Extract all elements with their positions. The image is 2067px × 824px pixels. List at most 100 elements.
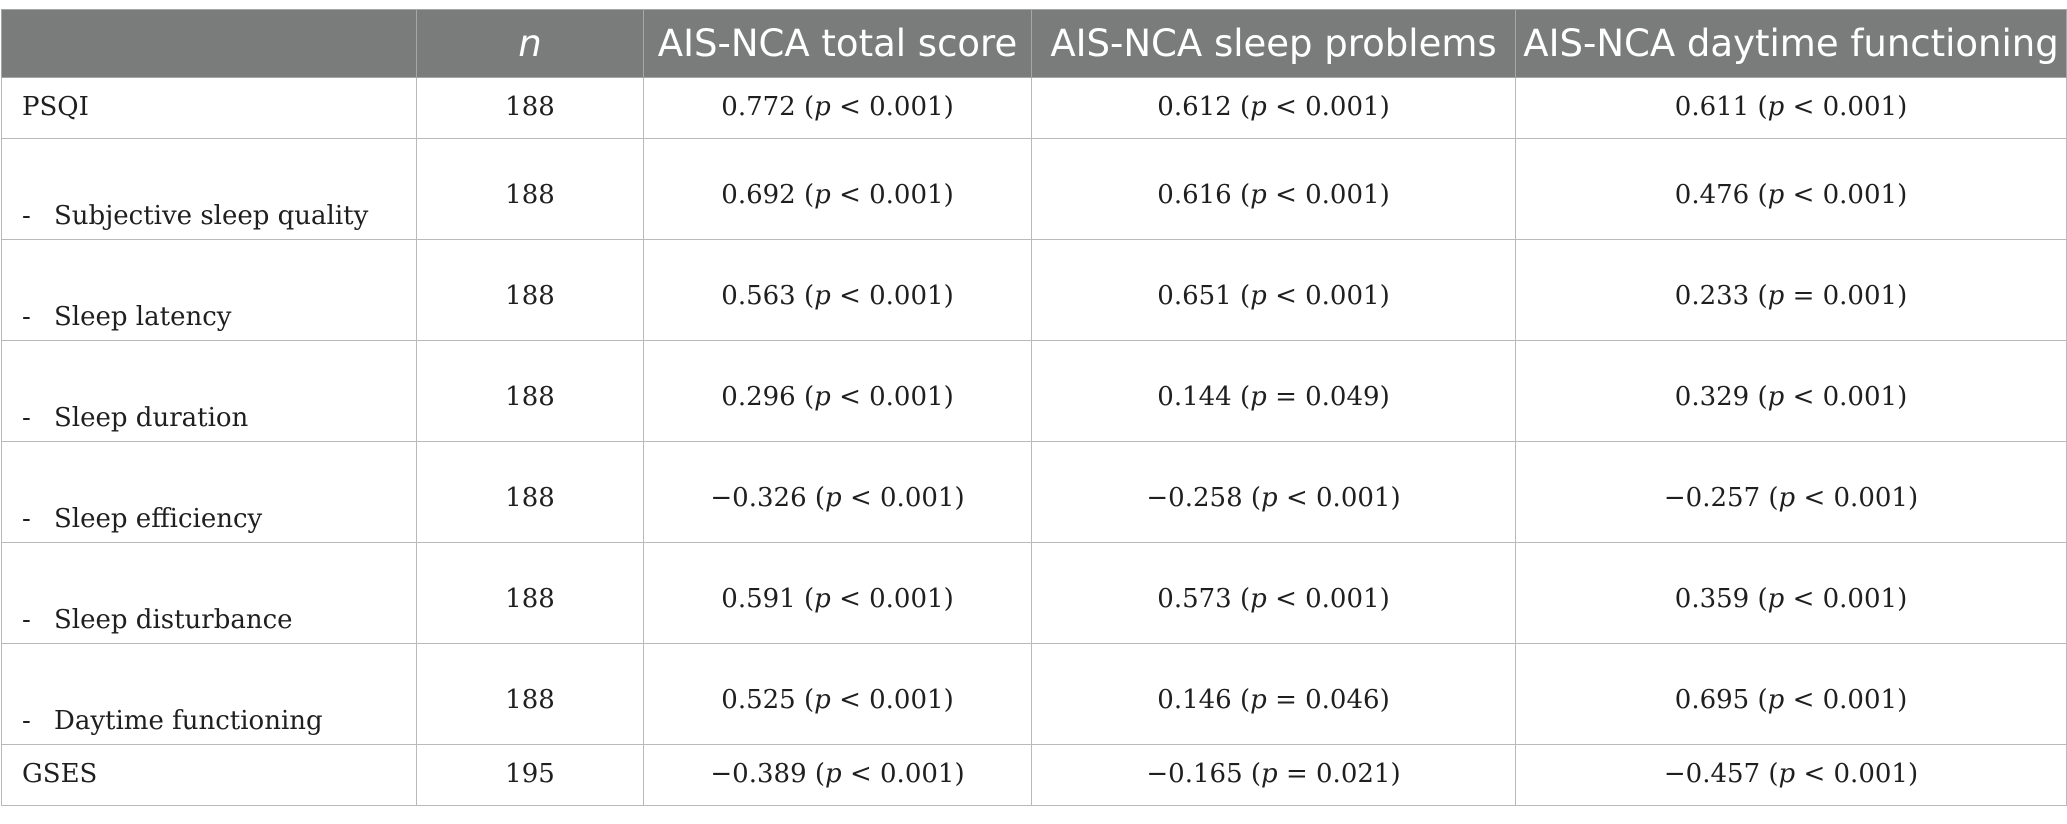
header-n: n xyxy=(416,9,644,78)
correlation-cell: −0.389 (p < 0.001) xyxy=(643,744,1032,806)
p-value: 0.049 xyxy=(1305,382,1380,412)
p-value: 0.001 xyxy=(880,759,955,789)
coef-value: 0.359 xyxy=(1674,584,1750,614)
p-symbol: p xyxy=(1261,483,1278,513)
p-operator: < xyxy=(839,685,861,715)
coef-value: 0.591 xyxy=(721,584,796,614)
p-value: 0.001 xyxy=(1316,483,1391,513)
header-label xyxy=(1,9,417,78)
p-symbol: p xyxy=(1767,685,1785,715)
coef-value: 0.476 xyxy=(1674,180,1750,210)
coef-value: −0.457 xyxy=(1663,759,1761,789)
header-total-score: AIS-NCA total score xyxy=(643,9,1032,78)
row-label-text: GSES xyxy=(22,759,98,789)
p-operator: < xyxy=(1803,759,1826,789)
sub-item-dash: - xyxy=(22,706,31,736)
p-symbol: p xyxy=(1250,685,1267,715)
p-operator: < xyxy=(1275,584,1297,614)
n-value: 188 xyxy=(505,483,555,513)
p-value: 0.001 xyxy=(1822,92,1898,122)
p-value: 0.001 xyxy=(1305,281,1380,311)
p-operator: < xyxy=(849,759,872,789)
sub-item-dash: - xyxy=(22,403,31,433)
row-label-text: PSQI xyxy=(22,92,89,122)
row-label: GSES xyxy=(1,744,417,806)
row-label-text: Sleep latency xyxy=(54,302,232,332)
table-row: - Sleep latency 188 0.563 (p < 0.001) 0.651 … xyxy=(1,239,2067,341)
p-value: 0.001 xyxy=(1305,180,1380,210)
p-operator: < xyxy=(1275,281,1297,311)
n-cell: 188 xyxy=(416,138,644,240)
p-value: 0.001 xyxy=(1822,281,1898,311)
n-cell: 195 xyxy=(416,744,644,806)
correlation-cell: 0.616 (p < 0.001) xyxy=(1031,138,1516,240)
row-label-text: Subjective sleep quality xyxy=(54,201,369,231)
n-value: 188 xyxy=(505,281,555,311)
p-symbol: p xyxy=(814,584,831,614)
correlation-cell: 0.692 (p < 0.001) xyxy=(643,138,1032,240)
p-symbol: p xyxy=(814,92,831,122)
p-value: 0.001 xyxy=(1822,382,1898,412)
p-value: 0.001 xyxy=(1305,92,1380,122)
coef-value: −0.389 xyxy=(710,759,807,789)
p-operator: < xyxy=(1792,382,1815,412)
p-symbol: p xyxy=(825,759,842,789)
correlation-cell: 0.611 (p < 0.001) xyxy=(1515,77,2067,139)
table-row: - Sleep duration 188 0.296 (p < 0.001) 0.144… xyxy=(1,340,2067,442)
correlation-cell: 0.563 (p < 0.001) xyxy=(643,239,1032,341)
table-row: - Sleep efficiency 188 −0.326 (p < 0.001) −0… xyxy=(1,441,2067,543)
p-value: 0.001 xyxy=(869,92,944,122)
coef-value: 0.233 xyxy=(1674,281,1750,311)
p-symbol: p xyxy=(1778,483,1796,513)
p-operator: < xyxy=(1275,92,1297,122)
p-symbol: p xyxy=(1250,180,1267,210)
p-symbol: p xyxy=(1778,759,1796,789)
coef-value: 0.611 xyxy=(1674,92,1750,122)
p-operator: < xyxy=(1275,180,1297,210)
p-value: 0.001 xyxy=(880,483,955,513)
coef-value: 0.296 xyxy=(721,382,796,412)
correlation-table: n AIS-NCA total score AIS-NCA sleep prob… xyxy=(1,9,2067,806)
p-operator: < xyxy=(1803,483,1826,513)
correlation-cell: −0.457 (p < 0.001) xyxy=(1515,744,2067,806)
sub-item-dash: - xyxy=(22,504,31,534)
p-operator: < xyxy=(1285,483,1308,513)
header-row: n AIS-NCA total score AIS-NCA sleep prob… xyxy=(1,9,2067,78)
correlation-cell: 0.359 (p < 0.001) xyxy=(1515,542,2067,644)
row-label-text: Sleep duration xyxy=(54,403,249,433)
p-value: 0.021 xyxy=(1316,759,1391,789)
row-label: - Sleep duration xyxy=(1,340,417,442)
p-operator: < xyxy=(1792,180,1815,210)
header-daytime-functioning: AIS-NCA daytime functioning xyxy=(1515,9,2067,78)
p-symbol: p xyxy=(1767,584,1785,614)
correlation-cell: 0.573 (p < 0.001) xyxy=(1031,542,1516,644)
sub-item-dash: - xyxy=(22,201,31,231)
p-value: 0.001 xyxy=(1822,685,1898,715)
table-row: - Sleep disturbance 188 0.591 (p < 0.001) 0.… xyxy=(1,542,2067,644)
coef-value: 0.146 xyxy=(1157,685,1232,715)
p-operator: < xyxy=(839,92,861,122)
p-value: 0.001 xyxy=(1822,180,1898,210)
p-operator: < xyxy=(1792,92,1815,122)
coef-value: −0.326 xyxy=(710,483,807,513)
correlation-cell: 0.612 (p < 0.001) xyxy=(1031,77,1516,139)
p-operator: < xyxy=(839,281,861,311)
n-value: 188 xyxy=(505,584,555,614)
p-operator: = xyxy=(1275,382,1297,412)
row-label: - Sleep latency xyxy=(1,239,417,341)
table-row: - Subjective sleep quality 188 0.692 (p < 0… xyxy=(1,138,2067,240)
table-row: - Daytime functioning 188 0.525 (p < 0.001)… xyxy=(1,643,2067,745)
coef-value: 0.573 xyxy=(1157,584,1232,614)
p-symbol: p xyxy=(1767,180,1785,210)
n-value: 188 xyxy=(505,92,555,122)
n-value: 188 xyxy=(505,180,555,210)
correlation-cell: 0.329 (p < 0.001) xyxy=(1515,340,2067,442)
p-symbol: p xyxy=(825,483,842,513)
n-cell: 188 xyxy=(416,542,644,644)
correlation-cell: 0.772 (p < 0.001) xyxy=(643,77,1032,139)
n-cell: 188 xyxy=(416,643,644,745)
row-label-text: Sleep disturbance xyxy=(54,605,293,635)
p-value: 0.001 xyxy=(1822,584,1898,614)
row-label: - Sleep efficiency xyxy=(1,441,417,543)
row-label: - Sleep disturbance xyxy=(1,542,417,644)
